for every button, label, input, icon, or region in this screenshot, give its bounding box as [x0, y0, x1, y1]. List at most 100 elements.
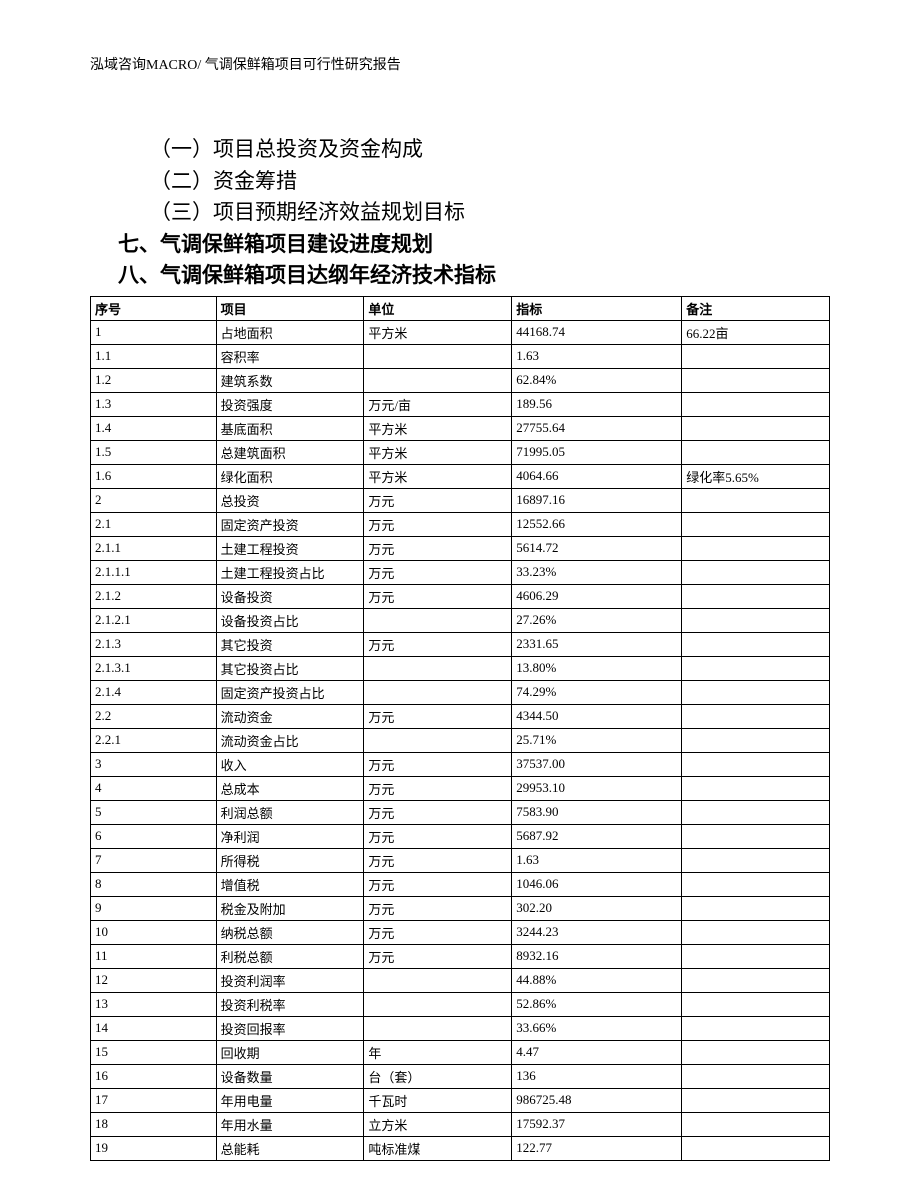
cell-value: 4606.29: [512, 584, 682, 608]
cell-value: 3244.23: [512, 920, 682, 944]
page-header: 泓域咨询MACRO/ 气调保鲜箱项目可行性研究报告: [90, 54, 830, 74]
cell-note: [682, 1016, 830, 1040]
table-row: 1.3投资强度万元/亩189.56: [91, 392, 830, 416]
cell-unit: [364, 656, 512, 680]
cell-seq: 14: [91, 1016, 217, 1040]
cell-unit: 万元: [364, 848, 512, 872]
table-row: 2.2流动资金万元4344.50: [91, 704, 830, 728]
cell-seq: 16: [91, 1064, 217, 1088]
cell-unit: 万元/亩: [364, 392, 512, 416]
cell-unit: 年: [364, 1040, 512, 1064]
table-row: 2总投资万元16897.16: [91, 488, 830, 512]
cell-item: 利税总额: [216, 944, 364, 968]
cell-value: 302.20: [512, 896, 682, 920]
cell-seq: 2.2.1: [91, 728, 217, 752]
header-unit: 单位: [364, 296, 512, 320]
table-row: 8增值税万元1046.06: [91, 872, 830, 896]
cell-unit: [364, 680, 512, 704]
cell-unit: [364, 344, 512, 368]
cell-item: 净利润: [216, 824, 364, 848]
table-row: 15回收期年4.47: [91, 1040, 830, 1064]
table-row: 3收入万元37537.00: [91, 752, 830, 776]
cell-item: 绿化面积: [216, 464, 364, 488]
cell-note: [682, 656, 830, 680]
cell-note: [682, 1064, 830, 1088]
cell-unit: 万元: [364, 752, 512, 776]
cell-value: 33.66%: [512, 1016, 682, 1040]
cell-item: 投资回报率: [216, 1016, 364, 1040]
cell-seq: 1.2: [91, 368, 217, 392]
cell-seq: 1.1: [91, 344, 217, 368]
section-2: （二）资金筹措: [150, 166, 830, 198]
cell-value: 29953.10: [512, 776, 682, 800]
cell-seq: 1.3: [91, 392, 217, 416]
table-row: 1.6绿化面积平方米4064.66绿化率5.65%: [91, 464, 830, 488]
cell-seq: 1.4: [91, 416, 217, 440]
cell-unit: 万元: [364, 944, 512, 968]
cell-value: 27755.64: [512, 416, 682, 440]
cell-value: 4064.66: [512, 464, 682, 488]
cell-unit: 吨标准煤: [364, 1136, 512, 1160]
cell-seq: 2: [91, 488, 217, 512]
cell-unit: [364, 728, 512, 752]
cell-note: 66.22亩: [682, 320, 830, 344]
table-row: 13投资利税率52.86%: [91, 992, 830, 1016]
cell-value: 4344.50: [512, 704, 682, 728]
table-row: 2.1.1.1土建工程投资占比万元33.23%: [91, 560, 830, 584]
cell-note: [682, 488, 830, 512]
cell-item: 建筑系数: [216, 368, 364, 392]
cell-note: [682, 728, 830, 752]
cell-value: 25.71%: [512, 728, 682, 752]
cell-note: [682, 848, 830, 872]
table-row: 2.2.1流动资金占比 25.71%: [91, 728, 830, 752]
cell-item: 总投资: [216, 488, 364, 512]
table-row: 6净利润万元5687.92: [91, 824, 830, 848]
cell-unit: [364, 1016, 512, 1040]
table-row: 1.5总建筑面积平方米71995.05: [91, 440, 830, 464]
cell-note: [682, 608, 830, 632]
cell-seq: 2.1.1.1: [91, 560, 217, 584]
table-body: 1占地面积平方米44168.7466.22亩1.1容积率1.631.2建筑系数6…: [91, 320, 830, 1160]
cell-unit: 万元: [364, 776, 512, 800]
cell-item: 回收期: [216, 1040, 364, 1064]
cell-note: [682, 560, 830, 584]
table-row: 1.2建筑系数62.84%: [91, 368, 830, 392]
table-header-row: 序号 项目 单位 指标 备注: [91, 296, 830, 320]
cell-unit: 平方米: [364, 440, 512, 464]
table-row: 2.1.2设备投资万元4606.29: [91, 584, 830, 608]
table-row: 2.1固定资产投资万元12552.66: [91, 512, 830, 536]
cell-note: [682, 704, 830, 728]
cell-value: 122.77: [512, 1136, 682, 1160]
cell-note: [682, 896, 830, 920]
cell-seq: 17: [91, 1088, 217, 1112]
cell-value: 5687.92: [512, 824, 682, 848]
cell-seq: 2.1.1: [91, 536, 217, 560]
cell-item: 增值税: [216, 872, 364, 896]
cell-note: [682, 680, 830, 704]
cell-item: 设备投资: [216, 584, 364, 608]
cell-note: [682, 1136, 830, 1160]
cell-note: [682, 944, 830, 968]
cell-note: 绿化率5.65%: [682, 464, 830, 488]
cell-value: 33.23%: [512, 560, 682, 584]
cell-value: 71995.05: [512, 440, 682, 464]
cell-unit: 万元: [364, 488, 512, 512]
cell-item: 投资强度: [216, 392, 364, 416]
cell-note: [682, 872, 830, 896]
header-item: 项目: [216, 296, 364, 320]
header-seq: 序号: [91, 296, 217, 320]
cell-unit: 万元: [364, 800, 512, 824]
cell-item: 设备投资占比: [216, 608, 364, 632]
cell-value: 27.26%: [512, 608, 682, 632]
header-value: 指标: [512, 296, 682, 320]
table-row: 17年用电量千瓦时986725.48: [91, 1088, 830, 1112]
cell-seq: 2.1: [91, 512, 217, 536]
cell-unit: [364, 608, 512, 632]
cell-item: 利润总额: [216, 800, 364, 824]
cell-value: 5614.72: [512, 536, 682, 560]
table-row: 2.1.1土建工程投资万元5614.72: [91, 536, 830, 560]
heading-8: 八、气调保鲜箱项目达纲年经济技术指标: [118, 260, 830, 292]
cell-seq: 18: [91, 1112, 217, 1136]
cell-seq: 12: [91, 968, 217, 992]
cell-item: 流动资金占比: [216, 728, 364, 752]
